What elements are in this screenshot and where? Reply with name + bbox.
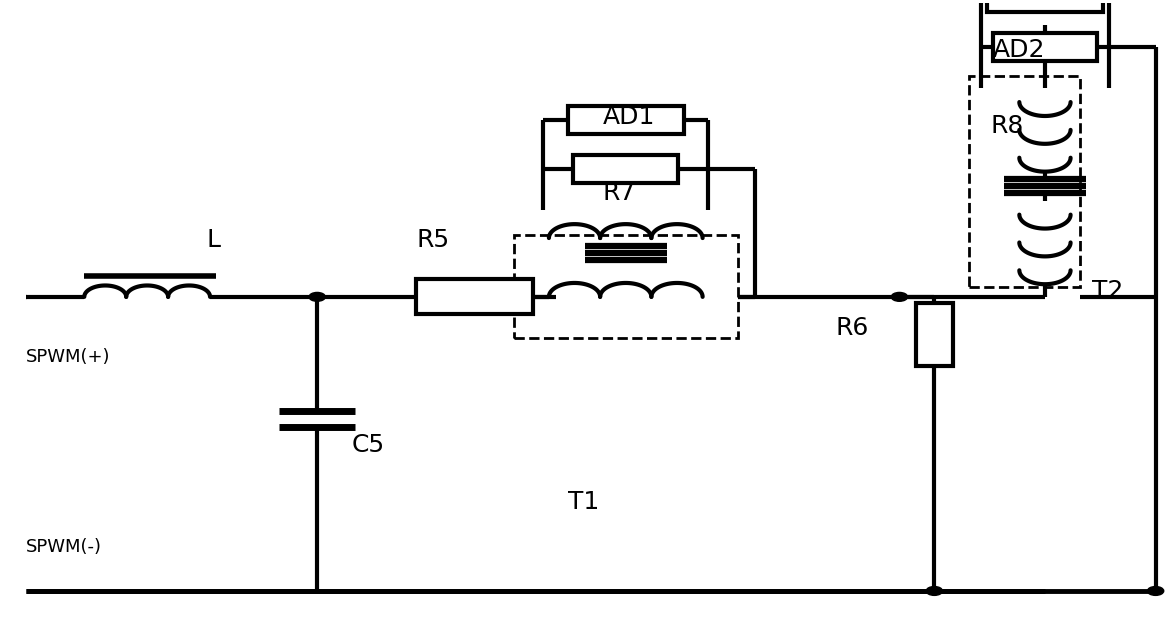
Text: T1: T1 [567,491,599,514]
Circle shape [1148,586,1164,595]
Bar [567,106,684,135]
Text: L: L [207,228,221,252]
Circle shape [309,292,325,301]
Bar [992,33,1097,61]
Text: R5: R5 [417,228,449,252]
Text: AD2: AD2 [992,38,1045,63]
Bar [514,235,737,338]
Bar [986,0,1103,12]
Bar [969,75,1080,287]
Text: SPWM(+): SPWM(+) [26,348,111,366]
Circle shape [892,292,908,301]
Circle shape [927,586,943,595]
Text: R7: R7 [603,181,635,205]
Bar [417,279,532,315]
Text: T2: T2 [1092,279,1123,302]
Text: R8: R8 [990,114,1024,138]
Bar [573,155,679,183]
Text: C5: C5 [352,433,385,457]
Bar [916,303,952,366]
Text: R6: R6 [835,316,869,341]
Text: AD1: AD1 [603,105,655,129]
Text: SPWM(-): SPWM(-) [26,538,102,556]
